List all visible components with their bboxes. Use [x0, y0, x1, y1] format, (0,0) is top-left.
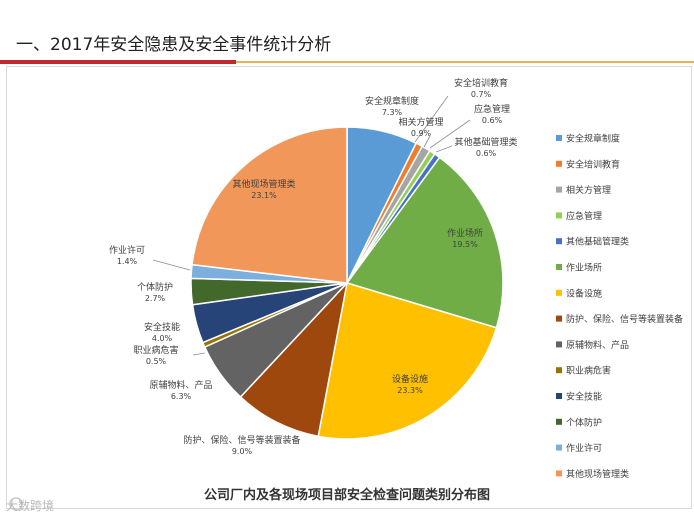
legend-label: 安全培训教育: [566, 158, 620, 170]
slice-percent: 0.9%: [411, 129, 432, 138]
slice-label: 防护、保险、信号等装置装备: [183, 434, 300, 446]
slice-label: 作业场所: [447, 227, 483, 239]
legend-label: 相关方管理: [566, 184, 611, 196]
legend-swatch: [556, 135, 562, 141]
pie-slice: [317, 282, 498, 440]
slice-label: 安全培训教育: [454, 77, 508, 89]
slice-label: 其他现场管理类: [232, 178, 295, 190]
slice-label: 安全规章制度: [365, 95, 419, 107]
slice-percent: 0.5%: [146, 357, 167, 366]
legend-label: 防护、保险、信号等装置装备: [566, 313, 683, 325]
slice-label: 作业许可: [109, 244, 145, 256]
legend-label: 个体防护: [566, 416, 602, 428]
pie-slice: [239, 280, 349, 438]
legend-swatch: [556, 238, 562, 245]
slice-percent: 1.4%: [117, 257, 138, 266]
slice-percent: 9.0%: [232, 447, 253, 456]
legend-swatch: [556, 264, 562, 270]
slice-label: 相关方管理: [398, 116, 443, 128]
slice-label: 应急管理: [474, 103, 510, 115]
legend-label: 安全规章制度: [566, 133, 620, 145]
legend-label: 其他现场管理类: [566, 468, 629, 480]
chart-caption: 公司厂内及各现场项目部安全检查问题类别分布图: [203, 488, 490, 503]
legend-swatch: [556, 315, 562, 322]
slice-percent: 23.3%: [397, 386, 423, 395]
slice-label: 其他基础管理类: [454, 136, 517, 148]
legend-label: 作业场所: [566, 262, 602, 274]
legend-swatch: [556, 470, 562, 477]
slice-label: 原辅物料、产品: [149, 379, 212, 391]
leader-line: [435, 145, 453, 153]
slice-percent: 19.5%: [452, 240, 478, 249]
watermark-text: 大数跨境: [6, 499, 55, 513]
legend-swatch: [556, 393, 562, 399]
legend-label: 设备设施: [566, 287, 602, 299]
legend-swatch: [556, 367, 562, 374]
title-rule-red: [0, 60, 236, 64]
slice-label: 安全技能: [144, 321, 180, 333]
slice-percent: 0.6%: [476, 149, 497, 158]
legend-label: 应急管理: [566, 210, 602, 222]
pie-slice: [191, 126, 348, 284]
leader-line: [429, 119, 471, 149]
legend-swatch: [556, 186, 562, 193]
leader-line: [192, 352, 206, 356]
legend-swatch: [556, 160, 562, 167]
slide-title: 一、2017年安全隐患及安全事件统计分析: [16, 35, 332, 55]
slice-percent: 2.7%: [145, 294, 166, 303]
slice-label: 职业病危害: [133, 344, 178, 356]
legend-swatch: [556, 289, 562, 296]
leader-line: [414, 95, 449, 143]
slice-percent: 7.3%: [382, 108, 403, 117]
legend-label: 职业病危害: [566, 365, 611, 377]
slice-percent: 0.6%: [482, 116, 503, 125]
title-rule: [0, 60, 694, 64]
legend-label: 安全技能: [566, 391, 602, 403]
legend-swatch: [556, 444, 562, 451]
slice-percent: 23.1%: [251, 191, 277, 200]
watermark-logo-icon: [9, 497, 23, 511]
slice-percent: 4.0%: [152, 334, 173, 343]
legend-label: 作业许可: [566, 442, 602, 454]
leader-line: [423, 135, 431, 148]
legend-swatch: [556, 418, 562, 425]
slice-percent: 6.3%: [171, 392, 192, 401]
title-rule-orange: [236, 61, 694, 63]
legend-label: 原辅物料、产品: [566, 339, 629, 351]
pie-slice: [345, 156, 504, 329]
slice-label: 设备设施: [392, 373, 428, 385]
leader-line: [152, 259, 191, 271]
legend-swatch: [556, 212, 562, 219]
slice-label: 个体防护: [137, 281, 173, 293]
legend-label: 其他基础管理类: [566, 236, 629, 248]
legend-swatch: [556, 341, 562, 348]
slice-percent: 0.7%: [471, 90, 492, 99]
